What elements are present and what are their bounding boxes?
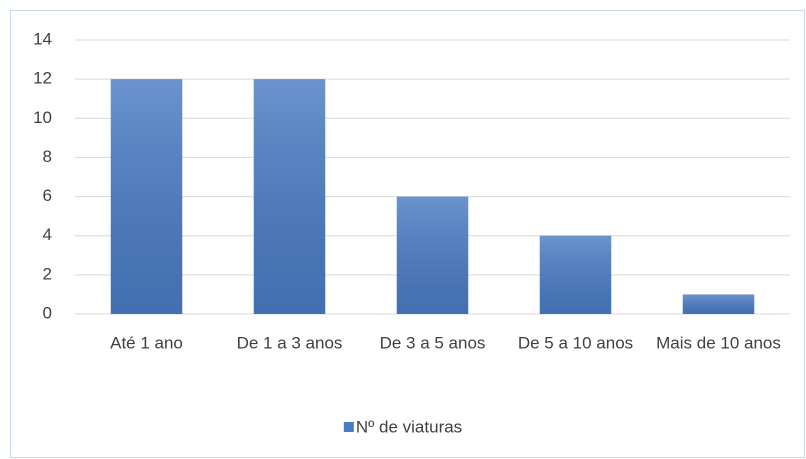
- bar-shade: [682, 294, 755, 314]
- bar-shade: [110, 79, 183, 315]
- y-tick-label: 10: [33, 108, 52, 127]
- y-tick-label: 2: [43, 264, 52, 283]
- bar-shade: [253, 79, 326, 315]
- x-tick-label: Mais de 10 anos: [656, 333, 781, 352]
- x-tick-label: De 1 a 3 anos: [237, 333, 343, 352]
- bar-shade: [396, 196, 469, 314]
- y-tick-label: 8: [43, 147, 52, 166]
- bar-shade: [539, 235, 612, 314]
- y-tick-label: 6: [43, 186, 52, 205]
- y-tick-label: 12: [33, 69, 52, 88]
- x-tick-label: De 3 a 5 anos: [380, 333, 486, 352]
- y-tick-label: 14: [33, 29, 52, 48]
- y-tick-label: 4: [43, 225, 52, 244]
- x-tick-label: De 5 a 10 anos: [518, 333, 633, 352]
- legend-swatch: [343, 422, 354, 432]
- x-tick-label: Até 1 ano: [110, 333, 183, 352]
- legend-label: Nº de viaturas: [356, 417, 462, 436]
- y-tick-label: 0: [43, 303, 52, 322]
